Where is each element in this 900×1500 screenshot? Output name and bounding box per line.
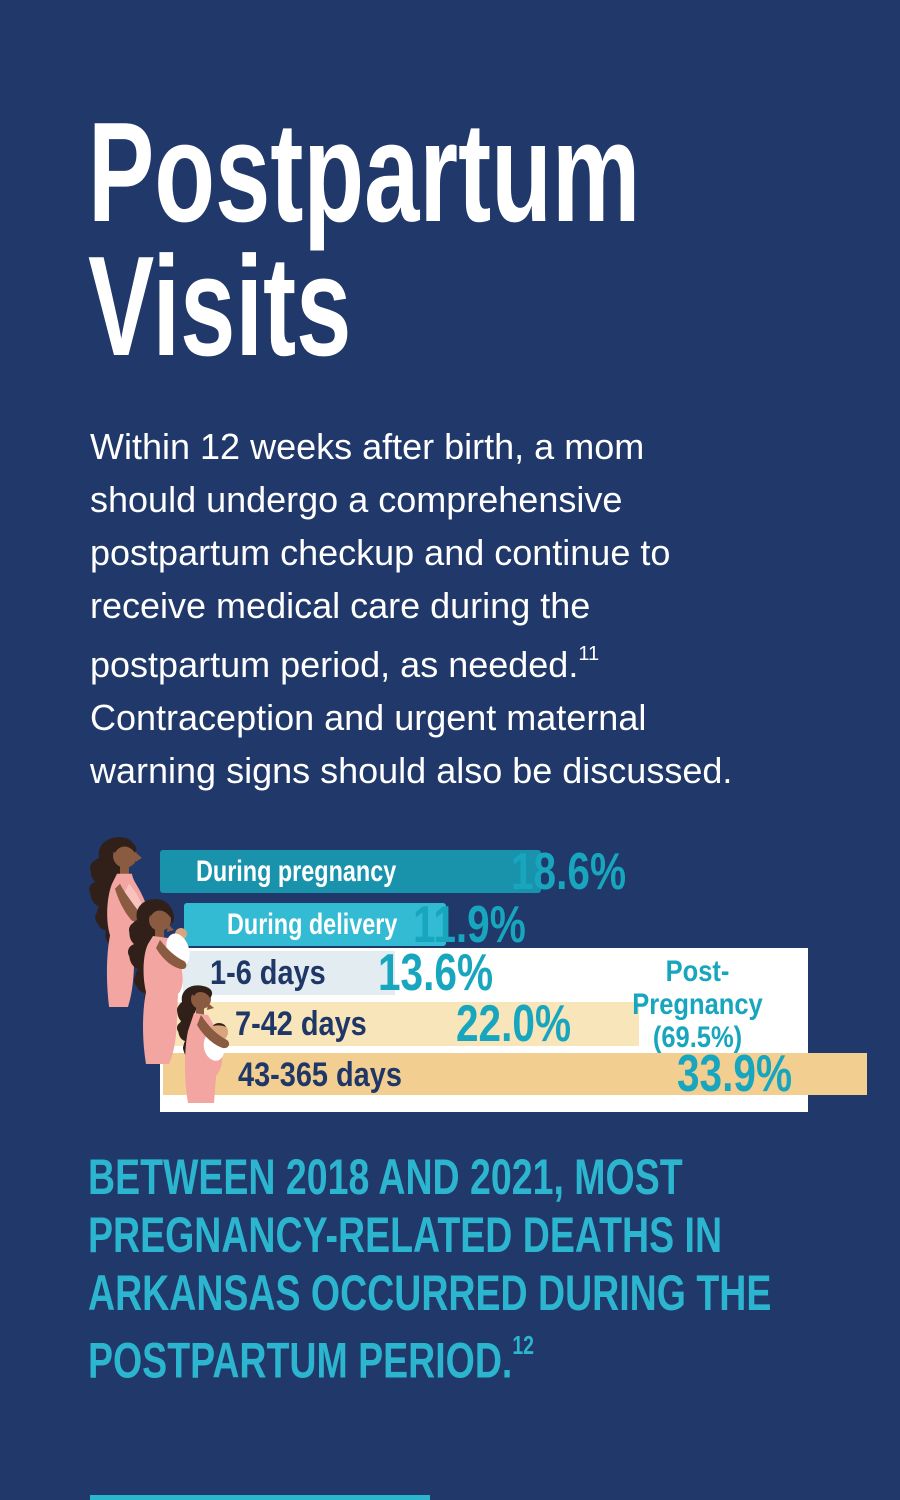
statement-line: PREGNANCY-RELATED DEATHS IN <box>88 1207 723 1263</box>
post-pregnancy-annotation-value: (69.5%) <box>652 1021 743 1054</box>
bar-label-1-6-days: 1-6 days <box>210 954 326 992</box>
statement-line-text: POSTPARTUM PERIOD. <box>88 1332 513 1389</box>
value-43-365-days: 33.9% <box>677 1045 793 1103</box>
footnote-ref-12: 12 <box>512 1330 535 1360</box>
bar-label-43-365-days: 43-365 days <box>238 1056 402 1094</box>
pregnant-woman-illustration <box>89 837 149 1008</box>
bar-during-pregnancy: During pregnancy <box>160 850 541 893</box>
footnote-ref-11: 11 <box>578 643 600 665</box>
value-1-6-days: 13.6% <box>378 944 494 1002</box>
intro-line: Within 12 weeks after birth, a mom <box>90 426 645 467</box>
bar-43-365-days: 43-365 days <box>163 1053 867 1095</box>
page-title-line2: Visits <box>88 227 352 386</box>
intro-line-text: postpartum period, as needed. <box>90 644 579 685</box>
bar-label-7-42-days: 7-42 days <box>235 1005 367 1043</box>
page-title-line1: Postpartum <box>88 93 641 252</box>
bar-1-6-days: 1-6 days <box>183 951 395 995</box>
intro-line: postpartum period, as needed.11 <box>90 632 732 691</box>
intro-line: Contraception and urgent maternal <box>90 697 647 738</box>
bar-label-during-pregnancy: During pregnancy <box>196 855 397 888</box>
statement-line: BETWEEN 2018 AND 2021, MOST <box>88 1149 683 1205</box>
page-title: Postpartum Visits <box>88 102 640 378</box>
post-pregnancy-annotation-label: Post-Pregnancy <box>632 955 763 1021</box>
bar-label-during-delivery: During delivery <box>227 908 398 941</box>
value-7-42-days: 22.0% <box>456 995 572 1053</box>
mother-newborn-illustration <box>128 899 190 1064</box>
value-during-delivery: 11.9% <box>413 896 526 954</box>
mother-baby-illustration <box>177 985 230 1103</box>
bar-7-42-days: 7-42 days <box>165 1002 639 1046</box>
post-pregnancy-annotation: Post-Pregnancy (69.5%) <box>602 955 793 1054</box>
statement-line: POSTPARTUM PERIOD.12 <box>88 1322 771 1390</box>
bar-during-delivery: During delivery <box>184 903 446 946</box>
intro-paragraph: Within 12 weeks after birth, a mom shoul… <box>90 420 732 797</box>
intro-line: should undergo a comprehensive <box>90 479 623 520</box>
intro-line: receive medical care during the <box>90 585 591 626</box>
intro-line: warning signs should also be discussed. <box>90 750 733 791</box>
value-during-pregnancy: 18.6% <box>511 843 627 901</box>
key-finding-statement: BETWEEN 2018 AND 2021, MOST PREGNANCY-RE… <box>88 1148 771 1390</box>
bottom-accent-bar <box>90 1495 430 1500</box>
statement-line: ARKANSAS OCCURRED DURING THE <box>88 1265 772 1321</box>
intro-line: postpartum checkup and continue to <box>90 532 671 573</box>
